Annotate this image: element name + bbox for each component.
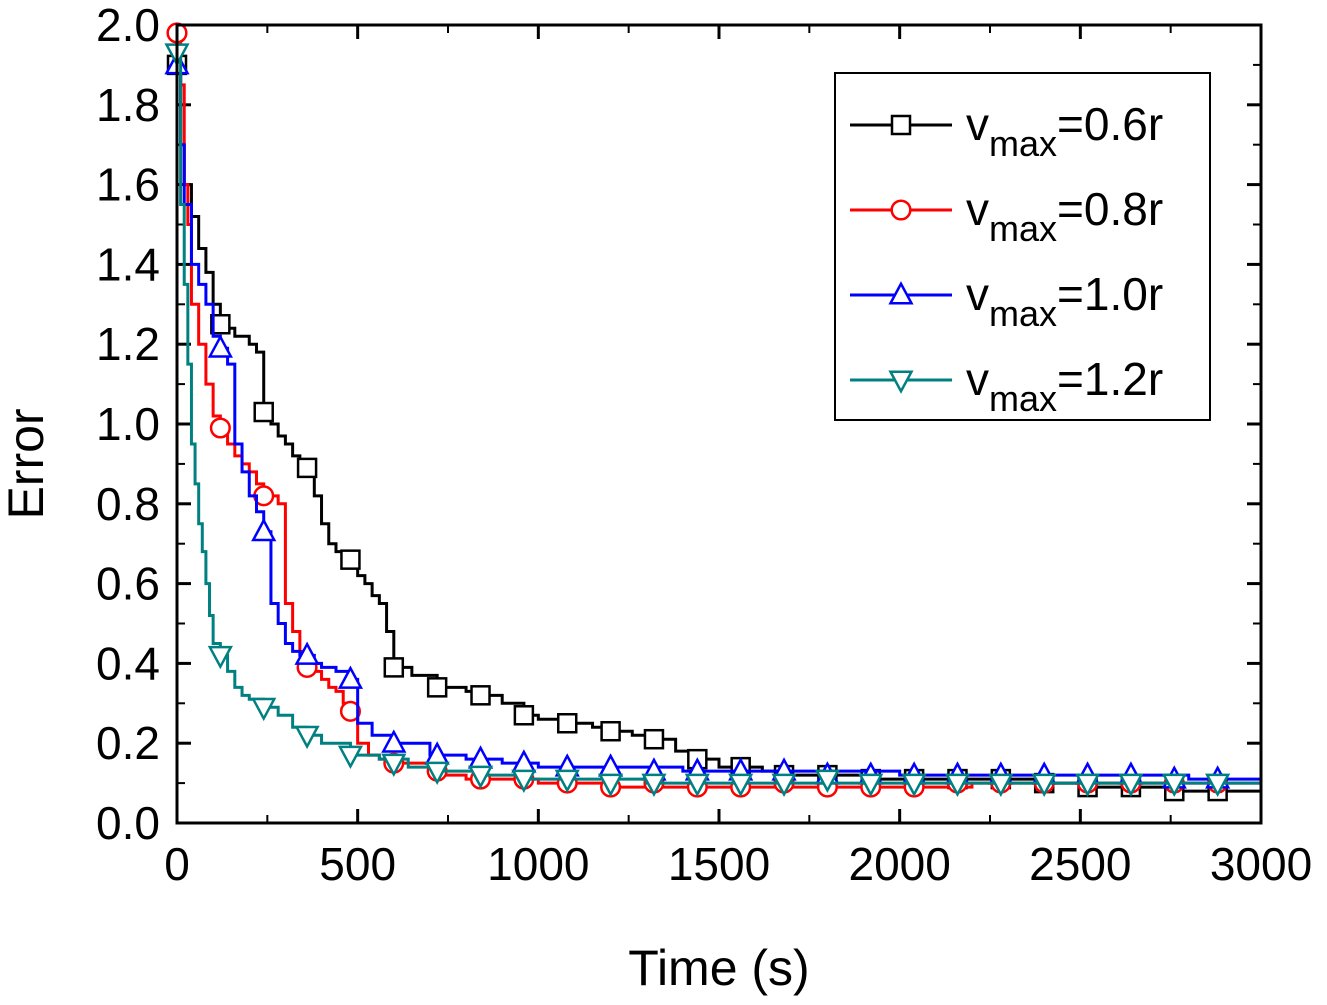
- y-tick-label: 0.2: [96, 717, 160, 769]
- data-point: [253, 401, 274, 423]
- x-tick-label: 1500: [668, 838, 770, 890]
- x-axis-title: Time (s): [628, 940, 809, 996]
- legend-swatch-marker: [888, 281, 914, 305]
- data-point: [209, 417, 231, 439]
- y-tick-label: 1.2: [96, 318, 160, 370]
- data-point: [1031, 773, 1057, 797]
- series-12r: [164, 43, 1261, 797]
- legend-label: vmax=0.8r: [966, 183, 1163, 249]
- data-point: [643, 728, 665, 750]
- data-point: [337, 745, 364, 770]
- data-point: [470, 685, 491, 706]
- y-tick-label: 0.6: [96, 558, 160, 610]
- axes: 0 500 1000 1500 2000 2500 3000 0.0 0.2 0.4 0.6 0.8 1…: [96, 0, 1312, 890]
- data-point: [296, 457, 318, 479]
- y-tick-label: 1.4: [96, 238, 160, 290]
- data-point: [381, 729, 407, 753]
- data-point: [207, 334, 233, 358]
- data-point: [339, 700, 361, 722]
- legend-label: vmax=1.0r: [966, 268, 1163, 334]
- x-tick-label: 2000: [848, 838, 950, 890]
- data-point: [858, 773, 884, 797]
- y-axis-title: Error: [0, 408, 54, 519]
- data-point: [424, 761, 450, 786]
- data-point: [641, 773, 667, 797]
- data-point: [556, 713, 578, 734]
- legend-swatch-marker: [890, 199, 912, 221]
- data-point: [598, 773, 624, 797]
- data-point: [294, 641, 320, 665]
- data-point: [1118, 773, 1144, 797]
- data-point: [210, 314, 231, 335]
- legend-swatch-marker: [890, 114, 912, 136]
- data-point: [383, 657, 405, 678]
- data-point: [944, 773, 971, 797]
- y-tick-label: 1.6: [96, 159, 160, 211]
- y-tick-label: 1.8: [96, 79, 160, 131]
- data-point: [554, 769, 580, 793]
- data-point: [513, 705, 535, 726]
- data-point: [600, 720, 621, 742]
- data-point: [771, 773, 797, 797]
- y-tick-label: 0.4: [96, 637, 160, 689]
- legend-entry: vmax=1.2r: [850, 353, 1163, 419]
- data-point: [467, 765, 494, 790]
- legend-label: vmax=1.2r: [966, 353, 1163, 419]
- data-point: [337, 665, 364, 689]
- data-point: [340, 549, 361, 570]
- series-line: [177, 63, 1261, 793]
- legend-entry: vmax=0.6r: [850, 98, 1163, 164]
- data-point: [426, 677, 448, 698]
- legend-entry: vmax=1.0r: [850, 268, 1163, 334]
- data-point: [1074, 773, 1101, 797]
- data-point: [251, 697, 277, 722]
- data-point: [814, 769, 840, 793]
- data-point: [511, 769, 537, 793]
- data-point: [1205, 773, 1231, 797]
- x-tick-label: 500: [319, 838, 396, 890]
- data-point: [207, 645, 233, 670]
- y-tick-label: 0.0: [96, 797, 160, 849]
- data-point: [381, 753, 407, 778]
- data-point: [728, 773, 754, 797]
- legend: vmax=0.6r vmax=0.8r vmax=1.0r vmax=1.2r: [834, 72, 1211, 421]
- data-point: [1161, 773, 1187, 797]
- x-tick-label: 2500: [1029, 838, 1131, 890]
- data-point: [684, 773, 710, 797]
- legend-label: vmax=0.6r: [966, 98, 1163, 164]
- data-point: [294, 725, 320, 750]
- y-tick-label: 1.0: [96, 398, 160, 450]
- legend-swatch-marker: [888, 370, 914, 394]
- plot-frame: [175, 23, 1263, 825]
- y-tick-label: 0.8: [96, 478, 160, 530]
- x-tick-label: 3000: [1210, 838, 1312, 890]
- y-tick-label: 2.0: [96, 0, 160, 51]
- x-tick-label: 0: [164, 838, 190, 890]
- legend-entry: vmax=0.8r: [850, 183, 1163, 249]
- data-point: [251, 517, 277, 542]
- x-tick-label: 1000: [487, 838, 589, 890]
- data-point: [988, 773, 1014, 797]
- data-point: [901, 773, 927, 797]
